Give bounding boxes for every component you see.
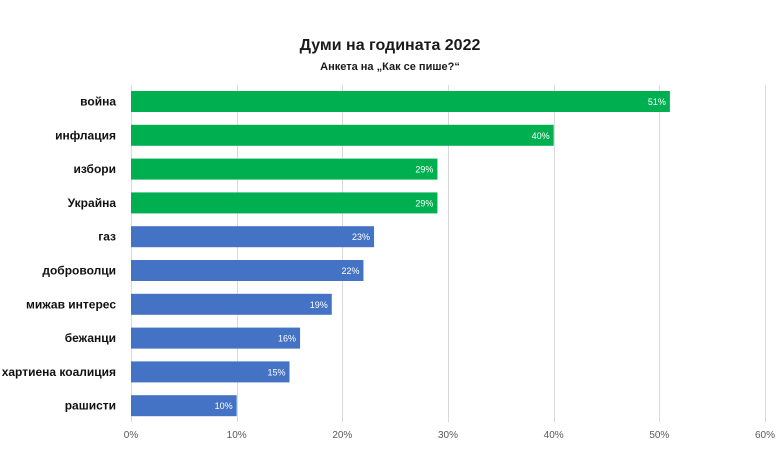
bar bbox=[131, 192, 438, 214]
bar-value-label: 15% bbox=[267, 367, 285, 377]
bar bbox=[131, 124, 554, 146]
category-label: хартиена коалиция bbox=[2, 365, 116, 379]
category-label: Украйна bbox=[68, 196, 117, 210]
bar bbox=[131, 361, 290, 383]
category-label: избори bbox=[74, 162, 117, 176]
chart-title: Думи на годината 2022 bbox=[300, 37, 481, 54]
x-tick-label: 20% bbox=[332, 430, 352, 441]
bar bbox=[131, 395, 237, 417]
category-label: рашисти bbox=[65, 399, 116, 413]
x-axis-tick-labels: 0% 10% 20% 30% 40% 50% 60% bbox=[124, 430, 775, 441]
x-tick-label: 60% bbox=[755, 430, 775, 441]
category-label: газ bbox=[98, 230, 116, 244]
category-label: доброволци bbox=[42, 264, 116, 278]
bar-value-label: 51% bbox=[648, 97, 666, 107]
bar-value-label: 40% bbox=[532, 131, 550, 141]
bar-value-label: 23% bbox=[352, 232, 370, 242]
chart-subtitle: Анкета на „Как се пише?“ bbox=[320, 61, 460, 73]
bar-value-label: 16% bbox=[278, 334, 296, 344]
x-tick-label: 30% bbox=[438, 430, 458, 441]
bar bbox=[131, 260, 364, 281]
x-tick-label: 40% bbox=[544, 430, 564, 441]
bar-value-label: 29% bbox=[415, 165, 433, 175]
bar bbox=[131, 91, 670, 112]
bar-value-label: 10% bbox=[215, 401, 233, 411]
category-label: война bbox=[80, 95, 116, 109]
category-labels: война инфлация избори Украйна газ доброволци м… bbox=[2, 95, 117, 413]
category-label: бежанци bbox=[65, 331, 116, 345]
bar bbox=[131, 293, 332, 315]
x-tick-label: 10% bbox=[227, 430, 247, 441]
bar-value-label: 29% bbox=[415, 198, 433, 208]
x-tick-label: 50% bbox=[649, 430, 669, 441]
category-label: инфлация bbox=[55, 128, 116, 142]
bar bbox=[131, 226, 375, 248]
bar bbox=[131, 158, 438, 180]
bars: 51% 40% 29% 29% 23% 22% 19% 16% 15% 10% bbox=[131, 91, 670, 417]
bar-value-label: 22% bbox=[341, 266, 359, 276]
bar-value-label: 19% bbox=[310, 300, 328, 310]
x-tick-label: 0% bbox=[124, 430, 139, 441]
bar bbox=[131, 327, 301, 349]
category-label: мижав интерес bbox=[26, 297, 116, 311]
